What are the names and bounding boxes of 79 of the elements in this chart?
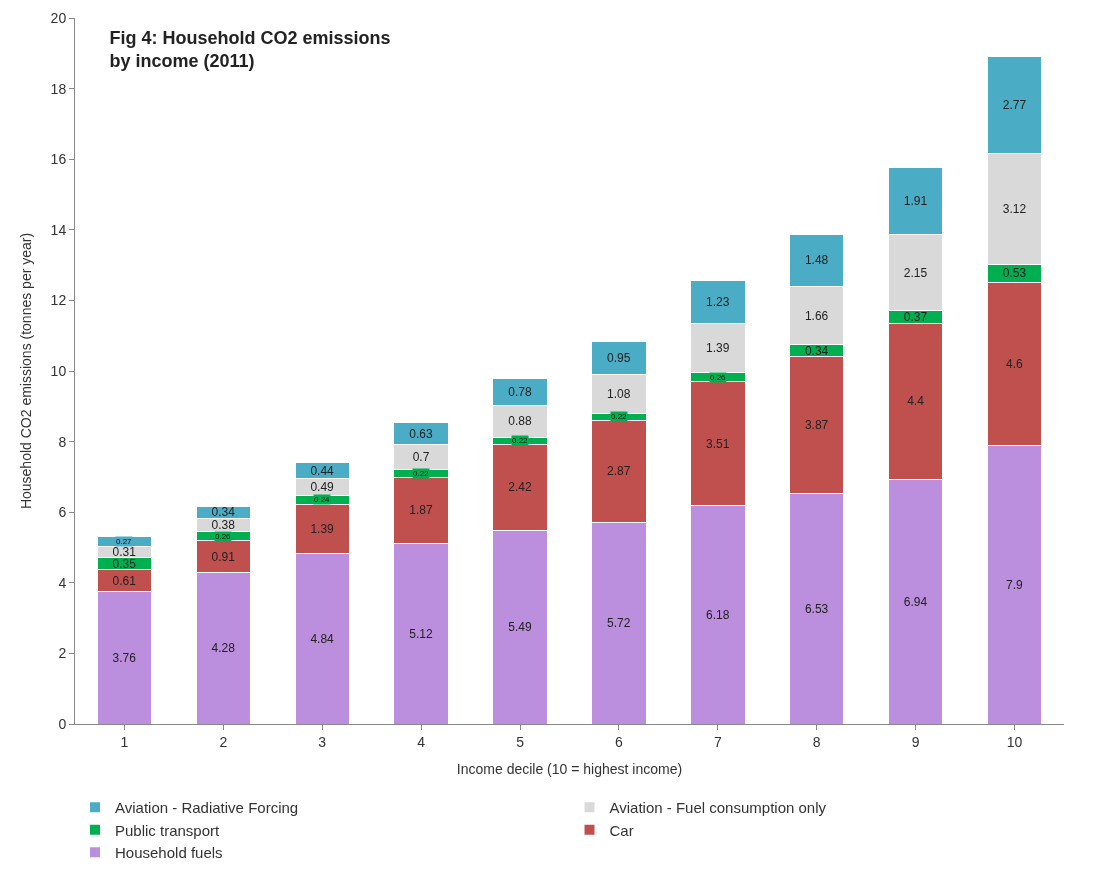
text: Fig 4: Household CO2 emissions by income (2011) <box>109 27 391 72</box>
data-label: 1.08 <box>607 386 631 401</box>
data-label: 4.6 <box>1006 356 1024 371</box>
data-label: 0.61 <box>112 573 137 588</box>
y-tick-label: 8 <box>58 433 67 450</box>
data-label: 0.22 <box>611 412 628 421</box>
y-tick-label: 20 <box>50 9 67 26</box>
data-label: 0.37 <box>903 310 928 325</box>
data-label: 4.84 <box>310 631 335 646</box>
data-label: 0.88 <box>508 414 532 429</box>
y-tick-label: 4 <box>58 574 67 591</box>
legend-label: Aviation - Radiative Forcing <box>115 799 299 817</box>
data-label: 0.22 <box>512 436 529 445</box>
data-label: 6.53 <box>804 601 829 616</box>
data-label: 0.27 <box>116 537 133 546</box>
legend-label: Car <box>609 821 634 839</box>
data-label: 0.34 <box>211 505 236 520</box>
data-label: 3.12 <box>1002 201 1027 216</box>
x-tick-label: 8 <box>812 733 821 750</box>
x-tick-label: 7 <box>713 733 722 750</box>
legend-label: Household fuels <box>115 844 223 862</box>
data-label: 0.26 <box>215 532 232 541</box>
data-label: 0.24 <box>314 495 331 504</box>
data-label: 1.66 <box>804 308 829 323</box>
data-label: 0.49 <box>310 479 335 494</box>
data-label: 0.34 <box>804 343 829 358</box>
data-label: 6.18 <box>706 607 730 622</box>
data-label: 0.7 <box>412 450 430 465</box>
data-label: 1.87 <box>409 503 433 518</box>
data-label: 4.28 <box>211 641 236 656</box>
data-label: 0.78 <box>508 385 532 400</box>
x-tick-label: 2 <box>219 733 228 750</box>
y-tick-label: 18 <box>50 80 67 97</box>
data-label: 0.63 <box>409 426 433 441</box>
data-label: 3.76 <box>112 650 137 665</box>
data-label: 0.22 <box>413 469 430 478</box>
x-axis-title: Income decile (10 = highest income) <box>456 761 683 778</box>
data-label: 0.95 <box>607 351 631 366</box>
data-label: 1.39 <box>310 521 335 536</box>
x-tick-label: 6 <box>615 733 624 750</box>
x-tick-label: 3 <box>318 733 327 750</box>
x-tick-label: 1 <box>120 733 129 750</box>
data-label: 0.35 <box>112 556 137 571</box>
data-label: 5.49 <box>508 620 532 635</box>
legend-label: Public transport <box>115 821 221 839</box>
data-label: 0.91 <box>211 549 236 564</box>
data-label: 3.51 <box>706 436 730 451</box>
data-label: 1.48 <box>804 253 829 268</box>
data-label: 2.42 <box>508 480 532 495</box>
data-label: 6.94 <box>903 594 928 609</box>
data-label: 5.72 <box>607 616 631 631</box>
data-label: 0.38 <box>211 517 236 532</box>
y-tick-label: 12 <box>50 292 67 309</box>
data-label: 2.77 <box>1002 98 1027 113</box>
data-label: 2.87 <box>607 464 631 479</box>
y-tick-label: 0 <box>58 715 67 732</box>
data-label: 1.39 <box>706 341 730 356</box>
data-label: 4.4 <box>907 394 925 409</box>
data-label: 1.23 <box>706 294 730 309</box>
x-tick-label: 9 <box>911 733 920 750</box>
y-tick-label: 16 <box>50 151 67 168</box>
y-tick-label: 10 <box>50 362 67 379</box>
data-label: 2.15 <box>903 265 928 280</box>
data-label: 0.31 <box>112 544 137 559</box>
data-label: 5.12 <box>409 626 433 641</box>
data-label: 7.9 <box>1006 577 1024 592</box>
y-axis-title: Household CO2 emissions (tonnes per year) <box>18 232 35 510</box>
y-tick-label: 2 <box>58 645 67 662</box>
data-label: 1.91 <box>903 194 928 209</box>
data-label: 0.26 <box>710 373 727 382</box>
legend-label: Aviation - Fuel consumption only <box>609 799 827 817</box>
data-label: 3.87 <box>804 418 829 433</box>
x-tick-label: 10 <box>1006 733 1023 750</box>
data-label: 0.53 <box>1002 266 1027 281</box>
y-tick-label: 14 <box>50 221 67 238</box>
x-tick-label: 4 <box>417 733 426 750</box>
y-tick-label: 6 <box>58 504 67 521</box>
data-label: 0.44 <box>310 463 335 478</box>
x-tick-label: 5 <box>516 733 525 750</box>
